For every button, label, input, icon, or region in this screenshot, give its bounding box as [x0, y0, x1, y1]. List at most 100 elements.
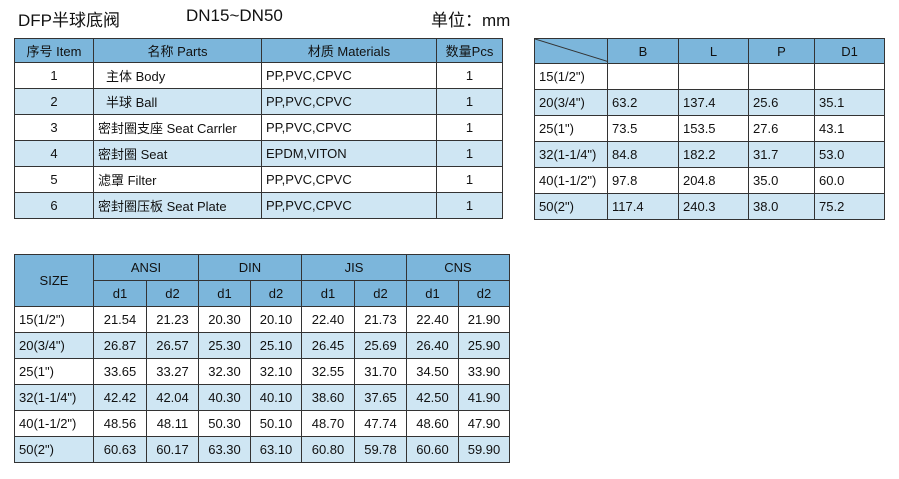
d2-value-cell: 31.70 [354, 358, 407, 385]
d2-value-cell: 26.57 [146, 332, 199, 359]
diagonal-corner-cell [534, 38, 608, 64]
item-cell: 4 [14, 140, 94, 167]
d2-value-cell: 60.17 [146, 436, 199, 463]
d1-value-cell: 48.60 [406, 410, 459, 437]
qty-cell: 1 [436, 114, 503, 141]
d2-value-cell: 42.04 [146, 384, 199, 411]
b-cell: 84.8 [607, 141, 679, 168]
size-cell: 15(1/2") [534, 63, 608, 90]
b-cell: 73.5 [607, 115, 679, 142]
col-materials-header: 材质 Materials [261, 38, 437, 63]
d1-value-cell: 20.30 [198, 306, 251, 333]
l-cell [678, 63, 749, 90]
ansi-header: ANSI [93, 254, 199, 281]
item-cell: 6 [14, 192, 94, 219]
jis-header: JIS [301, 254, 407, 281]
d2-value-cell: 63.10 [250, 436, 302, 463]
qty-cell: 1 [436, 62, 503, 89]
cns-header: CNS [406, 254, 510, 281]
standards-table: SIZE ANSI DIN JIS CNS d1 d2 d1 d2 d1 d2 … [14, 254, 510, 463]
table-row: 6 密封圈压板 Seat Plate PP,PVC,CPVC 1 [14, 192, 503, 219]
size-cell: 50(2") [534, 193, 608, 220]
table-row: 40(1-1/2") 97.8 204.8 35.0 60.0 [534, 167, 885, 194]
item-cell: 3 [14, 114, 94, 141]
table-row: 32(1-1/4") 84.8 182.2 31.7 53.0 [534, 141, 885, 168]
d1-value-cell: 26.40 [406, 332, 459, 359]
standards-subheader-row: d1 d2 d1 d2 d1 d2 d1 d2 [14, 280, 510, 307]
d2-value-cell: 20.10 [250, 306, 302, 333]
d1-value-cell: 38.60 [301, 384, 355, 411]
d1-value-cell: 26.45 [301, 332, 355, 359]
b-cell [607, 63, 679, 90]
l-cell: 204.8 [678, 167, 749, 194]
material-cell: PP,PVC,CPVC [261, 114, 437, 141]
col-d1-header: D1 [814, 38, 885, 64]
b-cell: 117.4 [607, 193, 679, 220]
part-cell: 密封圈压板 Seat Plate [93, 192, 262, 219]
table-row: 25(1") 33.65 33.27 32.30 32.10 32.55 31.70 34.5… [14, 358, 510, 385]
material-cell: PP,PVC,CPVC [261, 62, 437, 89]
d2-value-cell: 37.65 [354, 384, 407, 411]
model-title: DFP半球底阀 [18, 11, 120, 30]
d2-subheader: d2 [250, 280, 302, 307]
part-cell: 主体 Body [93, 62, 262, 89]
d1-value-cell: 60.80 [301, 436, 355, 463]
d1-cell [814, 63, 885, 90]
col-l-header: L [678, 38, 749, 64]
d1-subheader: d1 [301, 280, 355, 307]
p-cell: 38.0 [748, 193, 815, 220]
d1-subheader: d1 [406, 280, 459, 307]
l-cell: 182.2 [678, 141, 749, 168]
col-qty-header: 数量Pcs [436, 38, 503, 63]
col-b-header: B [607, 38, 679, 64]
d2-value-cell: 47.90 [458, 410, 510, 437]
d1-subheader: d1 [198, 280, 251, 307]
d2-subheader: d2 [458, 280, 510, 307]
col-item-header: 序号 Item [14, 38, 94, 63]
d2-value-cell: 47.74 [354, 410, 407, 437]
d1-value-cell: 26.87 [93, 332, 147, 359]
table-row: 25(1") 73.5 153.5 27.6 43.1 [534, 115, 885, 142]
d2-value-cell: 59.78 [354, 436, 407, 463]
b-cell: 97.8 [607, 167, 679, 194]
d2-value-cell: 33.90 [458, 358, 510, 385]
table-row: 4 密封圈 Seat EPDM,VITON 1 [14, 140, 503, 167]
table-row: 1 主体 Body PP,PVC,CPVC 1 [14, 62, 503, 89]
qty-cell: 1 [436, 88, 503, 115]
d2-value-cell: 25.10 [250, 332, 302, 359]
table-row: 5 滤罩 Filter PP,PVC,CPVC 1 [14, 166, 503, 193]
d2-value-cell: 21.23 [146, 306, 199, 333]
qty-cell: 1 [436, 140, 503, 167]
p-cell: 35.0 [748, 167, 815, 194]
material-cell: PP,PVC,CPVC [261, 166, 437, 193]
d1-cell: 60.0 [814, 167, 885, 194]
p-cell [748, 63, 815, 90]
d1-subheader: d1 [93, 280, 147, 307]
material-cell: EPDM,VITON [261, 140, 437, 167]
l-cell: 153.5 [678, 115, 749, 142]
item-cell: 5 [14, 166, 94, 193]
parts-table: 序号 Item 名称 Parts 材质 Materials 数量Pcs 1 主体… [14, 38, 503, 219]
table-row: 20(3/4") 63.2 137.4 25.6 35.1 [534, 89, 885, 116]
col-parts-header: 名称 Parts [93, 38, 262, 63]
table-row: 32(1-1/4") 42.42 42.04 40.30 40.10 38.60 37.65… [14, 384, 510, 411]
d1-value-cell: 48.70 [301, 410, 355, 437]
d1-value-cell: 60.60 [406, 436, 459, 463]
p-cell: 27.6 [748, 115, 815, 142]
d1-value-cell: 60.63 [93, 436, 147, 463]
table-row: 40(1-1/2") 48.56 48.11 50.30 50.10 48.70 47.74… [14, 410, 510, 437]
size-cell: 40(1-1/2") [14, 410, 94, 437]
size-cell: 32(1-1/4") [14, 384, 94, 411]
d1-value-cell: 22.40 [406, 306, 459, 333]
table-row: 15(1/2") 21.54 21.23 20.30 20.10 22.40 21.73 22… [14, 306, 510, 333]
d2-value-cell: 48.11 [146, 410, 199, 437]
d1-value-cell: 33.65 [93, 358, 147, 385]
l-cell: 240.3 [678, 193, 749, 220]
d2-subheader: d2 [146, 280, 199, 307]
part-cell: 滤罩 Filter [93, 166, 262, 193]
table-row: 50(2") 60.63 60.17 63.30 63.10 60.80 59.78 60.6… [14, 436, 510, 463]
unit-label: 单位：mm [431, 11, 511, 30]
table-row: 2 半球 Ball PP,PVC,CPVC 1 [14, 88, 503, 115]
d2-value-cell: 40.10 [250, 384, 302, 411]
diagonal-line [535, 39, 607, 62]
